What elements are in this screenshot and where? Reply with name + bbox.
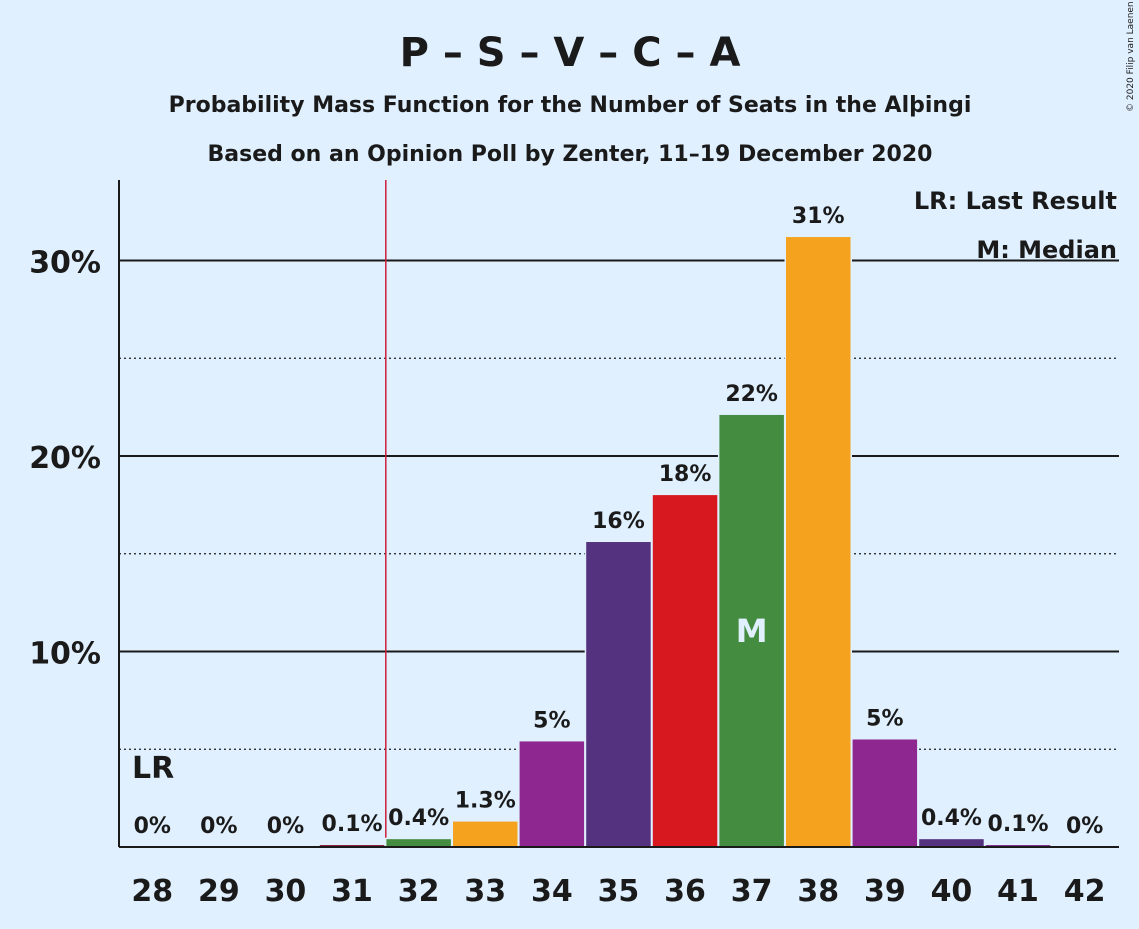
bar-39 xyxy=(852,739,918,847)
y-tick-label: 20% xyxy=(29,441,101,476)
data-label-33: 1.3% xyxy=(455,789,516,814)
legend-last-result: LR: Last Result xyxy=(914,187,1117,215)
data-label-35: 16% xyxy=(592,509,645,534)
bar-34 xyxy=(519,741,585,847)
data-label-39: 5% xyxy=(866,706,903,731)
data-label-34: 5% xyxy=(533,708,570,733)
axes: 10% 20% 30% 28 29 30 31 32 33 34 35 36 37 38 39 40 41 42 xyxy=(29,180,1119,909)
bar-36 xyxy=(652,495,718,847)
x-tick-label: 30 xyxy=(265,874,307,909)
x-tick-label: 29 xyxy=(198,874,240,909)
chart-subtitle-2: Based on an Opinion Poll by Zenter, 11–1… xyxy=(208,142,933,167)
x-tick-label: 32 xyxy=(398,874,440,909)
data-label-32: 0.4% xyxy=(388,806,449,831)
x-tick-label: 41 xyxy=(997,874,1039,909)
data-label-38: 31% xyxy=(792,204,845,229)
legend-median: M: Median xyxy=(976,236,1117,264)
credit: © 2020 Filip van Laenen xyxy=(1126,1,1136,112)
bar-37 xyxy=(719,414,784,847)
x-tick-label: 28 xyxy=(131,874,173,909)
bar-35 xyxy=(586,542,651,847)
x-tick-label: 31 xyxy=(331,874,373,909)
bar-40 xyxy=(919,839,984,847)
x-tick-label: 42 xyxy=(1064,874,1106,909)
data-label-29: 0% xyxy=(200,814,237,839)
x-tick-label: 38 xyxy=(797,874,839,909)
bar-32 xyxy=(386,839,451,847)
x-tick-label: 34 xyxy=(531,874,573,909)
data-label-31: 0.1% xyxy=(322,812,383,837)
y-tick-label: 30% xyxy=(29,246,101,281)
data-label-40: 0.4% xyxy=(921,806,982,831)
x-tick-label: 37 xyxy=(731,874,773,909)
data-label-30: 0% xyxy=(267,814,304,839)
x-tick-label: 40 xyxy=(931,874,973,909)
bars xyxy=(318,235,1052,848)
bar-33 xyxy=(453,821,518,847)
data-label-42: 0% xyxy=(1066,814,1103,839)
y-tick-label: 10% xyxy=(29,637,101,672)
x-tick-label: 35 xyxy=(598,874,640,909)
data-label-28: 0% xyxy=(134,814,171,839)
chart-title: P – S – V – C – A xyxy=(400,30,741,76)
last-result-marker: LR xyxy=(132,751,174,786)
data-labels: 0% 0% 0% 0.1% 0.4%1.3%5%16%18%22%31%5%0.4% 0.… xyxy=(132,204,1103,839)
median-marker: M xyxy=(736,612,768,650)
data-label-41: 0.1% xyxy=(988,812,1049,837)
data-label-36: 18% xyxy=(659,462,712,487)
bar-38 xyxy=(786,237,851,848)
x-tick-label: 39 xyxy=(864,874,906,909)
data-label-37: 22% xyxy=(725,382,778,407)
chart-subtitle: Probability Mass Function for the Number… xyxy=(169,93,972,118)
x-tick-label: 33 xyxy=(464,874,506,909)
x-tick-label: 36 xyxy=(664,874,706,909)
